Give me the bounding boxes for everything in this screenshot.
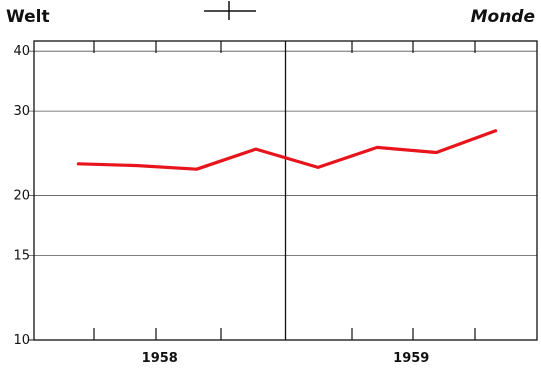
y-tick-label: 10: [13, 333, 30, 348]
y-tick-label: 15: [13, 249, 30, 264]
y-tick-label: 40: [13, 44, 30, 59]
cross-symbol-icon: [204, 1, 256, 20]
right-header-label: Monde: [471, 7, 535, 27]
series-line: [76, 129, 498, 171]
x-year-label: 1958: [142, 351, 178, 366]
grid: [28, 50, 537, 341]
y-tick-label: 30: [13, 104, 30, 119]
x-year-label: 1959: [393, 351, 429, 366]
y-tick-label: 20: [13, 189, 30, 204]
left-header-label: Welt: [6, 7, 50, 27]
axes: 10 15 20 30 40 1958 1959: [13, 40, 538, 366]
series: [76, 129, 498, 171]
